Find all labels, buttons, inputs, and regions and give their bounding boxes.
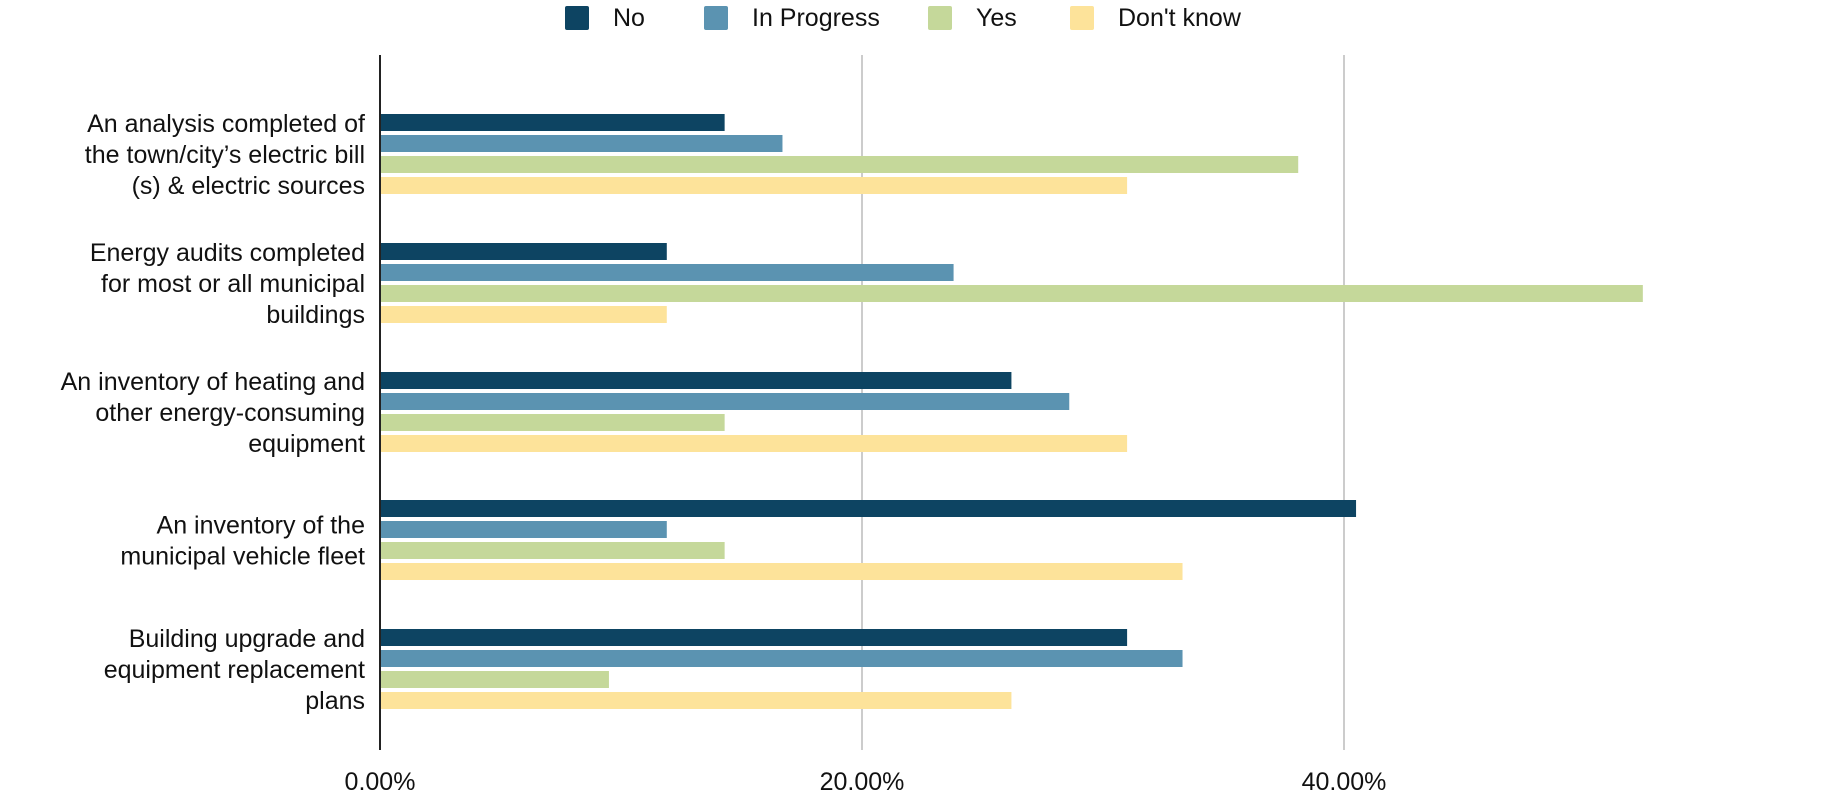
bars — [380, 114, 1643, 709]
bar-no — [380, 114, 725, 131]
bar-don-t-know — [380, 563, 1183, 580]
category-label-line: the town/city’s electric bill — [85, 141, 365, 169]
bar-in-progress — [380, 650, 1183, 667]
bar-no — [380, 629, 1128, 646]
legend-swatch — [565, 6, 589, 30]
category-label: An analysis completed of the town/city’s … — [85, 110, 365, 200]
category-label-line: An inventory of heating and — [61, 368, 365, 396]
bar-in-progress — [380, 135, 783, 152]
category-label-line: plans — [305, 687, 365, 715]
bar-don-t-know — [380, 692, 1012, 709]
category-labels: An analysis completed of the town/city’s … — [61, 110, 365, 715]
category-label-line: Energy audits completed — [90, 239, 365, 267]
category-label-line: An analysis completed of — [87, 110, 365, 138]
bar-don-t-know — [380, 177, 1128, 194]
legend-label: No — [613, 4, 645, 32]
category-label-line: buildings — [266, 301, 365, 329]
category-label-line: other energy-consuming — [95, 399, 365, 427]
legend-swatch — [1070, 6, 1094, 30]
category-label-line: (s) & electric sources — [132, 172, 365, 200]
x-tick-label: 40.00% — [1302, 768, 1387, 796]
category-label-line: equipment replacement — [104, 656, 365, 684]
bar-no — [380, 372, 1012, 389]
category-label-line: municipal vehicle fleet — [120, 543, 365, 571]
bar-no — [380, 500, 1357, 517]
category-label: An inventory of heating and other energy-… — [61, 368, 365, 458]
bar-yes — [380, 414, 725, 431]
bar-in-progress — [380, 264, 954, 281]
bar-in-progress — [380, 521, 667, 538]
legend-label: Don't know — [1118, 4, 1242, 32]
legend: No In Progress Yes Don't know — [565, 4, 1242, 32]
x-tick-label: 0.00% — [345, 768, 416, 796]
bar-in-progress — [380, 393, 1070, 410]
category-label-line: An inventory of the — [157, 512, 365, 540]
x-tick-label: 20.00% — [820, 768, 905, 796]
legend-swatch — [704, 6, 728, 30]
category-label-line: Building upgrade and — [129, 625, 365, 653]
bar-no — [380, 243, 667, 260]
bar-yes — [380, 671, 609, 688]
bar-yes — [380, 542, 725, 559]
category-label-line: equipment — [248, 430, 365, 458]
bar-yes — [380, 156, 1299, 173]
bar-don-t-know — [380, 435, 1128, 452]
category-label-line: for most or all municipal — [101, 270, 365, 298]
category-label: Building upgrade and equipment replacemen… — [104, 625, 365, 715]
x-tick-labels: 0.00% 20.00% 40.00% — [345, 768, 1387, 796]
bar-yes — [380, 285, 1643, 302]
category-label: Energy audits completed for most or all m… — [90, 239, 365, 329]
category-label: An inventory of the municipal vehicle fle… — [120, 512, 365, 571]
bar-don-t-know — [380, 306, 667, 323]
legend-swatch — [928, 6, 952, 30]
legend-label: Yes — [976, 4, 1017, 32]
legend-label: In Progress — [752, 4, 880, 32]
